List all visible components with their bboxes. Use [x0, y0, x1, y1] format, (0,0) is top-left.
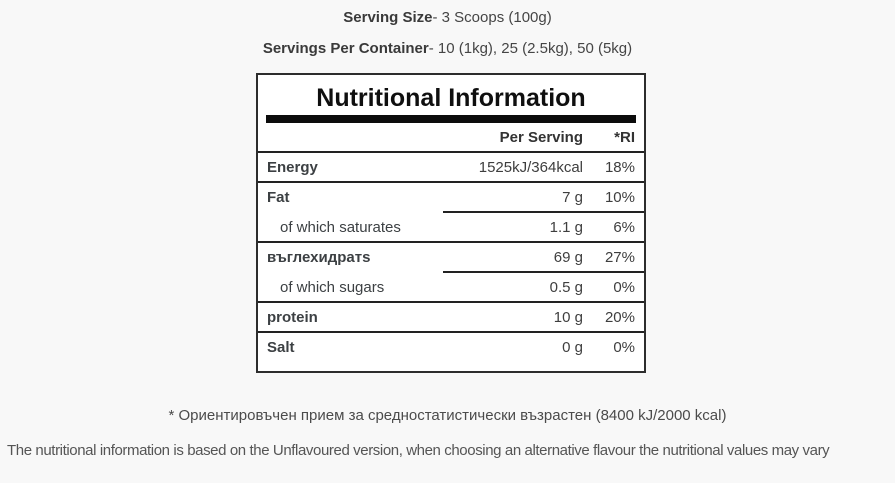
row-ri-value: 0% [613, 278, 635, 296]
row-separator [258, 151, 644, 153]
row-ri-value: 10% [604, 188, 635, 206]
row-label: of which saturates [280, 218, 401, 236]
serving-size-value: - 3 Scoops (100g) [432, 9, 552, 26]
row-label: Fat [267, 188, 290, 206]
table-row-fat: Fat 7 g 10% [258, 183, 644, 211]
per-serving-column-header: Per Serving [499, 128, 583, 146]
table-row-saturates: of which saturates 1.1 g 6% [258, 213, 644, 241]
title-divider-bar [266, 115, 636, 123]
row-separator [258, 301, 644, 303]
row-label: въглехидратs [267, 248, 371, 266]
serving-size-label: Serving Size [343, 9, 433, 26]
row-per-serving-value: 7 g [562, 188, 583, 206]
flavour-note: The nutritional information is based on … [7, 442, 830, 459]
ri-column-header: *RI [614, 128, 635, 146]
row-ri-value: 6% [613, 218, 635, 236]
table-header-row: Per Serving *RI [258, 123, 644, 151]
ri-footnote: * Ориентировъчен прием за средностатисти… [168, 407, 727, 424]
row-per-serving-value: 0 g [562, 338, 583, 356]
row-separator [443, 271, 644, 273]
row-per-serving-value: 1525kJ/364kcal [478, 158, 583, 176]
row-separator [258, 181, 644, 183]
row-separator [258, 241, 644, 243]
row-label: Salt [267, 338, 295, 356]
servings-per-container-label: Servings Per Container [262, 40, 429, 57]
servings-per-container-line: Servings Per Container- 10 (1kg), 25 (2.… [0, 41, 895, 57]
table-title: Nutritional Information [316, 84, 586, 112]
row-label: protein [267, 308, 318, 326]
row-per-serving-value: 0.5 g [549, 278, 583, 296]
row-separator [443, 211, 644, 213]
row-ri-value: 27% [604, 248, 635, 266]
nutritional-information-table: Nutritional Information Per Serving *RI … [256, 73, 646, 373]
row-per-serving-value: 1.1 g [549, 218, 583, 236]
row-ri-value: 18% [604, 158, 635, 176]
row-label: of which sugars [280, 278, 385, 296]
servings-per-container-value: - 10 (1kg), 25 (2.5kg), 50 (5kg) [428, 40, 633, 57]
row-ri-value: 20% [604, 308, 635, 326]
serving-size-line: Serving Size- 3 Scoops (100g) [0, 10, 895, 26]
table-row-salt: Salt 0 g 0% [258, 333, 644, 361]
row-label: Energy [267, 158, 318, 176]
row-ri-value: 0% [613, 338, 635, 356]
row-separator [258, 331, 644, 333]
table-row-carbohydrates: въглехидратs 69 g 27% [258, 243, 644, 271]
table-row-protein: protein 10 g 20% [258, 303, 644, 331]
page: Serving Size- 3 Scoops (100g) Servings P… [0, 10, 895, 460]
row-per-serving-value: 10 g [553, 308, 583, 326]
row-per-serving-value: 69 g [553, 248, 583, 266]
table-row-energy: Energy 1525kJ/364kcal 18% [258, 153, 644, 181]
table-row-sugars: of which sugars 0.5 g 0% [258, 273, 644, 301]
